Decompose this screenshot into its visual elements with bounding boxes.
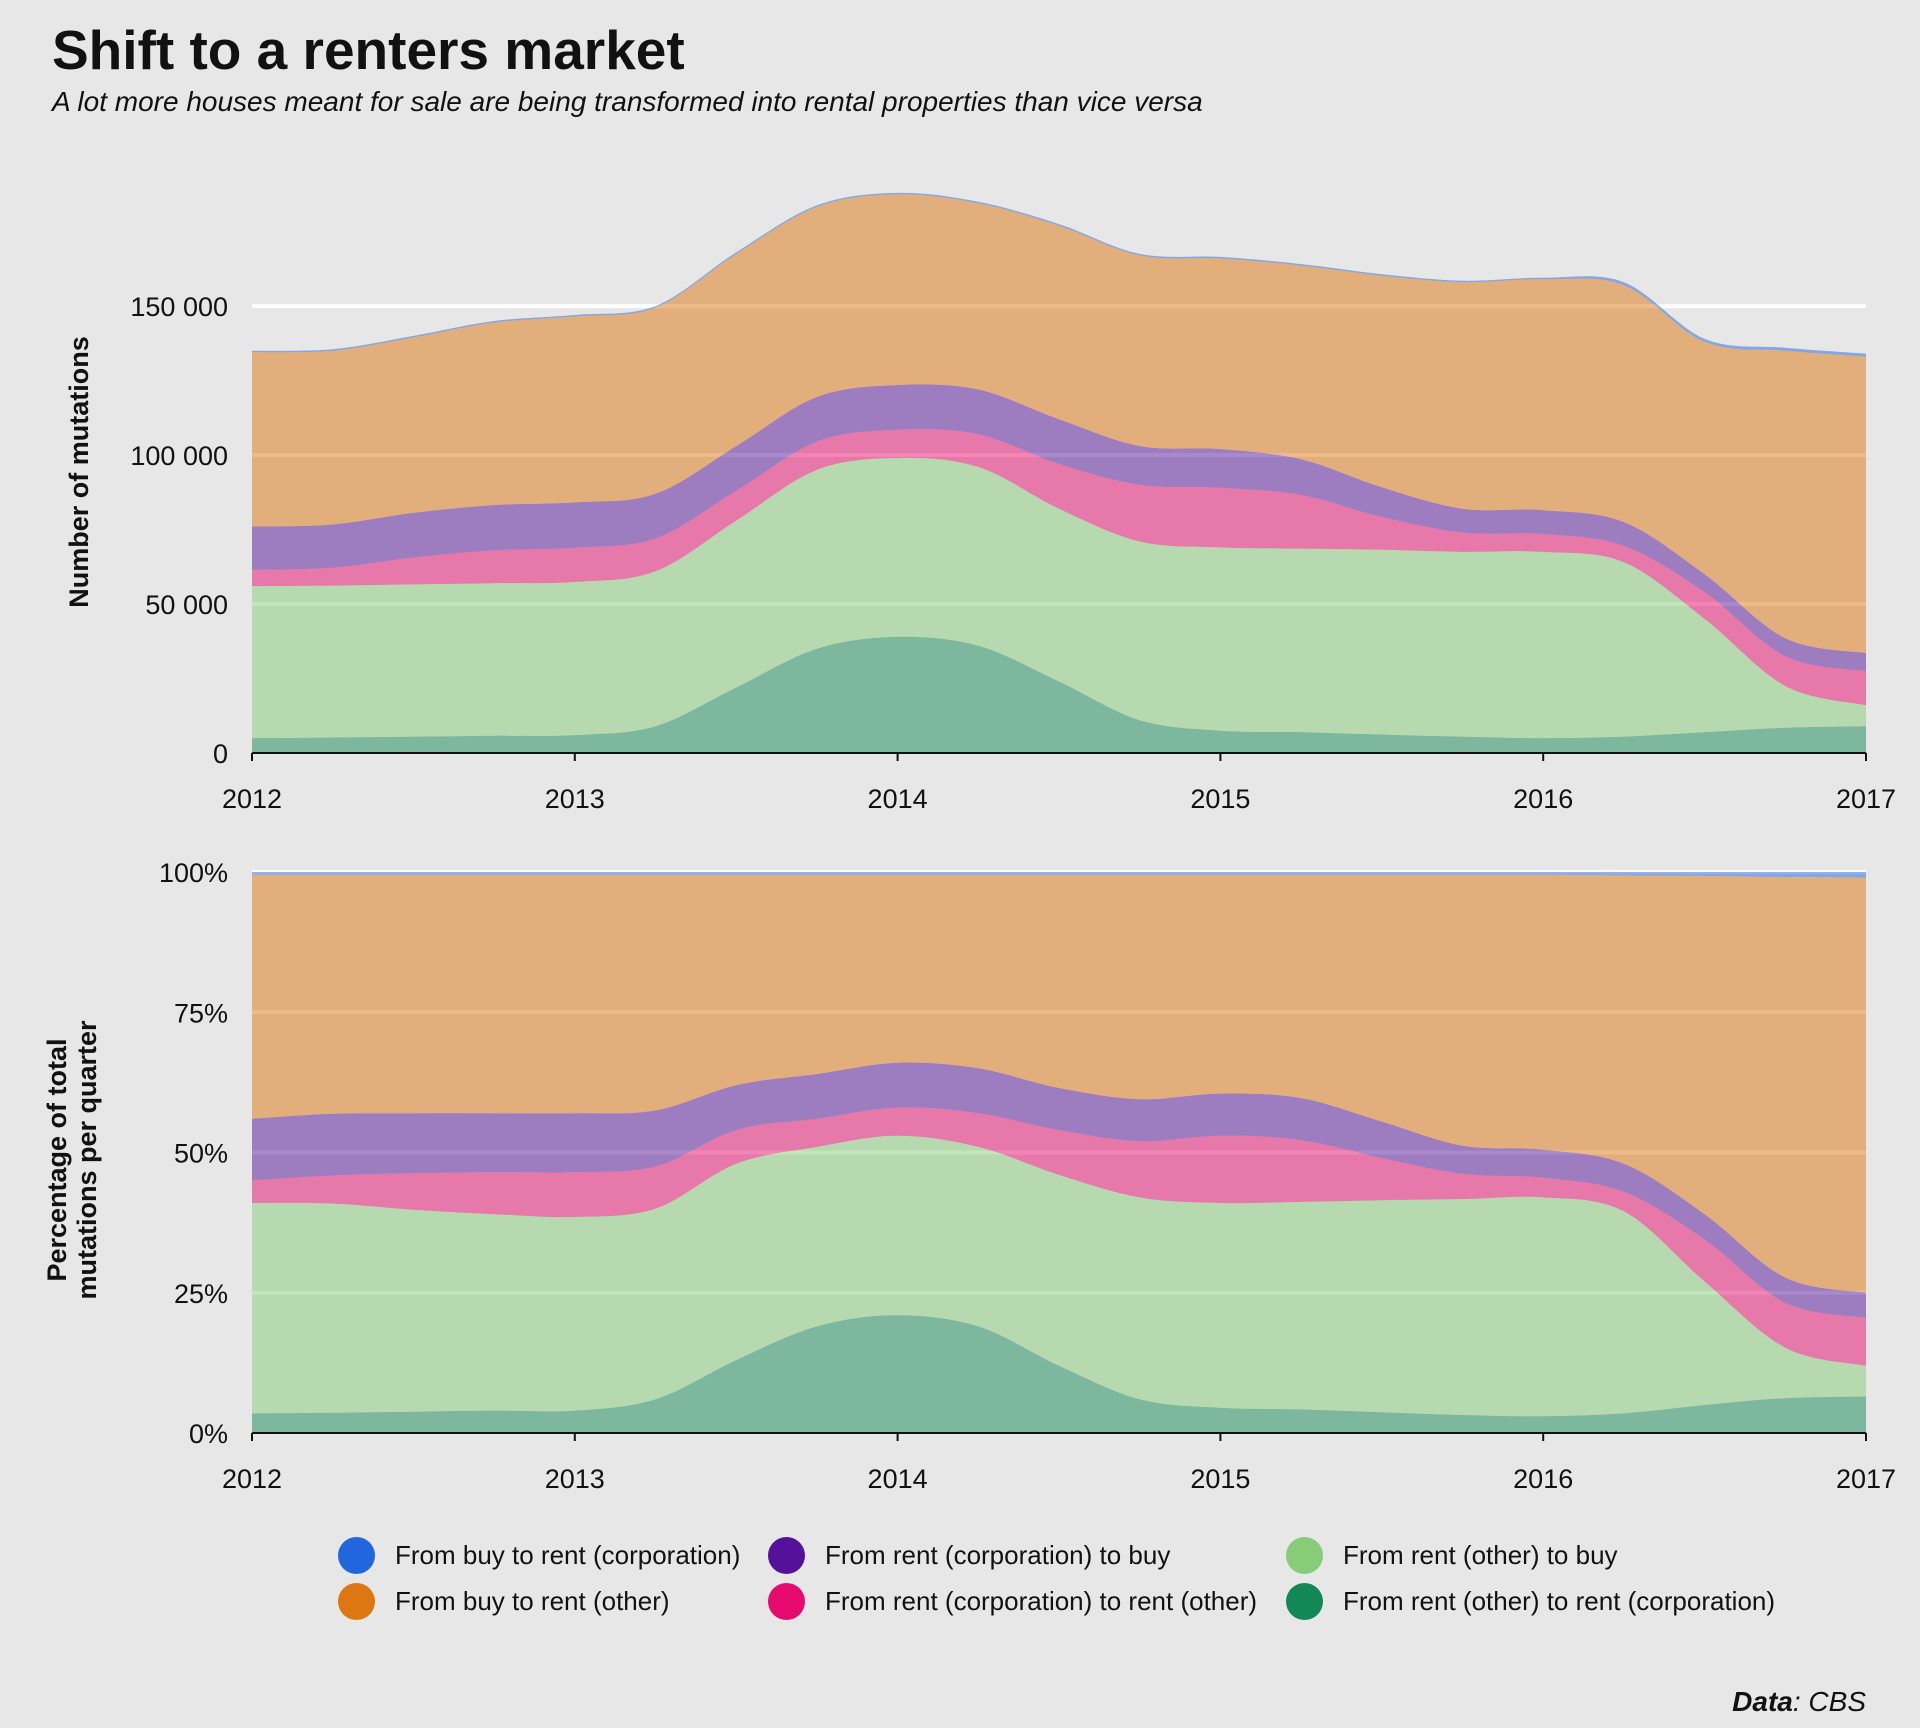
- y-tick-label: 100%: [159, 858, 228, 888]
- percentage-area-chart: 2012 2013 2014 2015 2016 2017 0% 25% 50% 75% 100% P…: [42, 858, 1896, 1494]
- area-from-buy-to-rent-other: [252, 874, 1866, 1293]
- legend-item-rent-corp-buy: From rent (corporation) to buy: [768, 1532, 1170, 1578]
- y-tick-label: 0%: [189, 1419, 228, 1449]
- legend-item-rent-other-buy: From rent (other) to buy: [1286, 1532, 1618, 1578]
- x-tick-label: 2012: [222, 784, 282, 814]
- legend-swatch: [338, 1582, 375, 1620]
- data-source-label: Data: [1732, 1686, 1793, 1717]
- y-axis-label: Number of mutations: [64, 336, 94, 608]
- x-tick-label: 2014: [868, 1464, 928, 1494]
- x-tick-label: 2013: [545, 1464, 605, 1494]
- area-from-buy-to-rent-corporation: [252, 192, 1866, 357]
- area-from-rent-other-to-buy: [252, 1135, 1866, 1417]
- legend-item-rent-other-rent-corp: From rent (other) to rent (corporation): [1286, 1578, 1775, 1624]
- x-tick-label: 2016: [1513, 1464, 1573, 1494]
- y-axis: 0% 25% 50% 75% 100% Percentage of totalmutati…: [42, 858, 228, 1449]
- y-tick-label: 50%: [174, 1139, 228, 1169]
- legend-item-buy-rent-corp: From buy to rent (corporation): [338, 1532, 740, 1578]
- area-from-rent-other-to-buy: [252, 457, 1866, 739]
- area-series-group: [252, 872, 1866, 1433]
- legend-label: From rent (other) to rent (corporation): [1343, 1585, 1776, 1616]
- x-tick-label: 2012: [222, 1464, 282, 1494]
- data-source-value: : CBS: [1792, 1686, 1866, 1717]
- x-tick-label: 2016: [1513, 784, 1573, 814]
- legend-swatch: [768, 1582, 805, 1620]
- y-axis-label: Percentage of totalmutations per quarter: [42, 1020, 102, 1300]
- x-tick-label: 2014: [868, 784, 928, 814]
- x-tick-label: 2013: [545, 784, 605, 814]
- legend-item-rent-corp-rent-other: From rent (corporation) to rent (other): [768, 1578, 1257, 1624]
- y-tick-label: 50 000: [145, 590, 228, 620]
- absolute-area-chart: 2012 2013 2014 2015 2016 2017 0 50 000 100 000 15…: [64, 192, 1896, 814]
- area-from-rent-other-to-rent-corporation: [252, 1315, 1866, 1433]
- legend: From buy to rent (corporation) From buy …: [338, 1532, 1858, 1642]
- legend-label: From rent (other) to buy: [1343, 1539, 1618, 1570]
- legend-swatch: [768, 1536, 805, 1574]
- area-from-rent-corporation-to-rent-other: [252, 429, 1866, 706]
- y-axis-label-line: Number of mutations: [64, 336, 94, 608]
- area-from-rent-corporation-to-buy: [252, 384, 1866, 672]
- y-tick-label: 75%: [174, 998, 228, 1028]
- y-axis-label-line: mutations per quarter: [72, 1020, 102, 1300]
- legend-swatch: [1286, 1582, 1323, 1620]
- chart-subtitle: A lot more houses meant for sale are bei…: [52, 86, 1203, 117]
- area-from-rent-corporation-to-buy: [252, 1062, 1866, 1318]
- legend-swatch: [1286, 1536, 1323, 1574]
- chart-title: Shift to a renters market: [52, 19, 685, 81]
- legend-swatch: [338, 1536, 375, 1574]
- x-axis: 2012 2013 2014 2015 2016 2017: [222, 1432, 1896, 1494]
- legend-label: From buy to rent (other): [395, 1585, 670, 1616]
- legend-label: From rent (corporation) to rent (other): [825, 1585, 1258, 1616]
- x-axis: 2012 2013 2014 2015 2016 2017: [222, 752, 1896, 814]
- y-axis: 0 50 000 100 000 150 000 Number of mutations: [64, 292, 228, 769]
- x-tick-label: 2015: [1190, 784, 1250, 814]
- area-from-buy-to-rent-corporation: [252, 872, 1866, 878]
- area-from-rent-corporation-to-rent-other: [252, 1107, 1866, 1366]
- y-tick-label: 25%: [174, 1279, 228, 1309]
- legend-label: From buy to rent (corporation): [395, 1539, 741, 1570]
- x-tick-label: 2015: [1190, 1464, 1250, 1494]
- area-from-rent-other-to-rent-corporation: [252, 636, 1866, 753]
- area-series-group: [252, 192, 1866, 753]
- x-tick-label: 2017: [1836, 1464, 1896, 1494]
- x-tick-label: 2017: [1836, 784, 1896, 814]
- legend-label: From rent (corporation) to buy: [825, 1539, 1171, 1570]
- y-tick-label: 100 000: [130, 441, 228, 471]
- y-tick-label: 0: [213, 739, 228, 769]
- legend-item-buy-rent-other: From buy to rent (other): [338, 1578, 670, 1624]
- y-axis-label-line: Percentage of total: [42, 1038, 72, 1281]
- area-from-buy-to-rent-other: [252, 194, 1866, 654]
- data-source: Data: CBS: [1732, 1686, 1866, 1718]
- y-tick-label: 150 000: [130, 292, 228, 322]
